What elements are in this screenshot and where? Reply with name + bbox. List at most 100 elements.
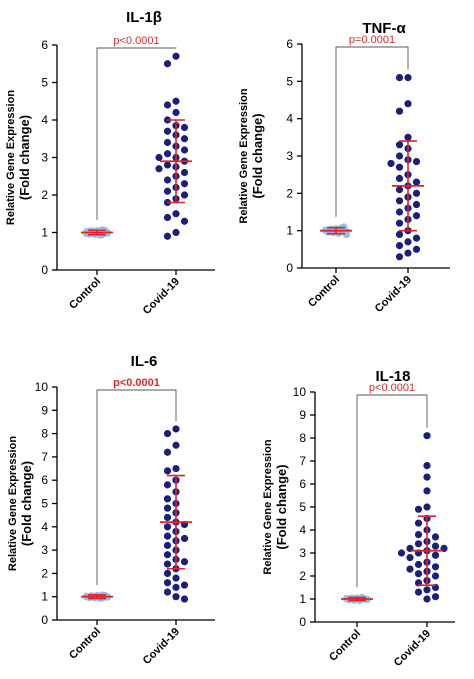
p-value-label: p<0.0001 [369,382,415,394]
covid-point [431,593,440,601]
covid-point [163,560,172,568]
y-tick-label: 0 [286,261,293,275]
y-tick-label: 1 [286,224,293,238]
covid-point [180,595,189,603]
x-tick-label: Covid-19 [373,274,414,315]
covid-point [423,432,431,440]
covid-point [155,165,163,173]
y-axis-label: Relative Gene Expression [238,88,250,223]
covid-point [163,504,172,512]
covid-point [412,245,421,253]
covid-point [423,586,431,594]
y-tick-label: 1 [299,592,306,606]
y-tick-label: 5 [41,497,48,511]
y-tick-label: 7 [299,454,306,468]
covid-point [163,60,172,68]
covid-point [180,168,189,177]
covid-point [163,101,172,109]
covid-point [172,52,180,60]
y-tick-label: 4 [41,520,48,534]
y-tick-label: 3 [299,546,306,560]
covid-point [395,74,404,82]
covid-point [414,505,423,513]
covid-point [180,558,189,566]
covid-point [395,242,404,250]
covid-point [412,158,421,166]
panel-4: IL-18 Relative Gene Expression (Fold chang… [262,368,455,669]
significance-bracket [96,47,177,220]
y-tick-label: 4 [41,113,48,127]
covid-point [395,230,404,238]
covid-point [163,176,172,184]
y-tick-label: 6 [286,37,293,51]
y-tick-label: 2 [286,186,293,200]
covid-point [423,503,431,511]
covid-point [414,588,423,596]
covid-point [431,533,440,541]
covid-point [412,212,421,220]
covid-point [172,464,180,473]
covid-point [395,253,404,261]
y-axis-label: Relative Gene Expression [5,90,17,225]
covid-point [395,197,404,205]
y-tick-label: 0 [299,615,306,629]
covid-point [395,141,404,149]
covid-point [404,100,412,108]
covid-point [180,191,189,199]
covid-point [180,123,189,132]
panel-title: TNF-α [362,20,406,37]
y-tick-label: 7 [41,450,48,464]
control-point [342,230,350,238]
control-point [85,227,93,235]
panel-2: TNF-α Relative Gene Expression (Fold chang… [238,20,450,315]
covid-point [397,549,406,557]
covid-point [431,563,440,571]
covid-point [163,588,172,596]
covid-point [163,161,172,169]
covid-point [155,153,163,162]
covid-point [163,495,172,503]
y-tick-label: 9 [299,408,306,422]
y-tick-label: 1 [41,226,48,240]
x-tick-label: Control [327,628,363,664]
covid-point [395,186,404,194]
y-tick-label: 10 [293,385,307,399]
covid-point [404,238,412,246]
x-tick-label: Control [306,274,342,310]
covid-point [414,531,423,539]
y-tick-label: 3 [286,149,293,163]
covid-point [163,523,172,531]
y-tick-label: 3 [41,543,48,557]
covid-point [404,74,412,82]
covid-point [172,593,180,601]
covid-point [406,554,414,562]
covid-point [395,174,404,182]
covid-point [395,163,404,171]
panel-title: IL-1β [126,9,162,26]
covid-point [180,180,189,188]
panel-title: IL-18 [375,368,410,385]
y-axis-label: Relative Gene Expression [262,439,274,574]
covid-point [412,234,421,242]
covid-point [163,187,172,195]
covid-point [163,138,172,147]
covid-point [163,430,172,438]
p-value-label: p=0.0001 [349,34,395,46]
covid-point [412,189,421,197]
y-tick-label: 1 [41,590,48,604]
y-tick-label: 2 [41,188,48,202]
covid-point [431,551,440,559]
covid-point [163,448,172,456]
covid-point [172,574,180,582]
significance-bracket [356,394,428,588]
p-value-label: p<0.0001 [113,377,160,389]
y-axis-label-units: (Fold change) [19,461,34,546]
covid-point [180,135,189,143]
significance-bracket [335,46,409,217]
covid-point [163,569,172,578]
covid-point [163,213,172,222]
covid-point [172,228,180,237]
y-tick-label: 6 [41,473,48,487]
significance-bracket [96,389,177,586]
covid-point [163,481,172,489]
